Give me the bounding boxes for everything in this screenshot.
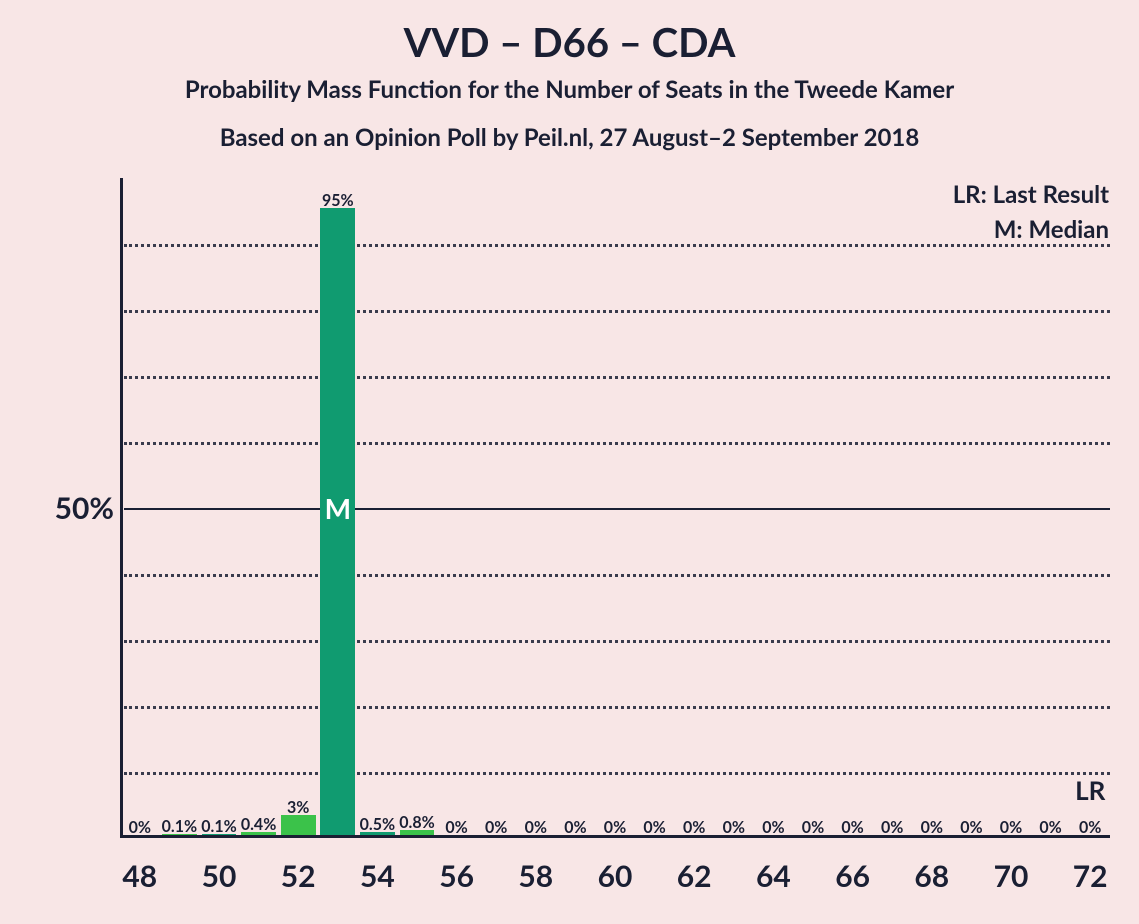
chart-subtitle-2: Based on an Opinion Poll by Peil.nl, 27 …: [0, 123, 1139, 152]
chart-subtitle-1: Probability Mass Function for the Number…: [0, 75, 1139, 104]
bar-value-label: 0%: [129, 818, 151, 837]
bar-value-label: 0%: [881, 818, 903, 837]
bar-value-label: 0%: [564, 818, 586, 837]
bar-value-label: 0%: [445, 818, 467, 837]
bar-value-label: 0%: [1079, 818, 1101, 837]
bar-value-label: 95%: [322, 191, 354, 210]
gridline: [124, 640, 1110, 643]
bar: [281, 815, 316, 835]
gridline: [124, 442, 1110, 445]
last-result-marker: LR: [1075, 774, 1105, 806]
median-marker: M: [325, 491, 351, 525]
x-tick-label: 68: [914, 858, 949, 894]
bar-value-label: 3%: [287, 798, 309, 817]
bar-value-label: 0%: [762, 818, 784, 837]
x-tick-label: 56: [439, 858, 474, 894]
x-tick-label: 70: [994, 858, 1029, 894]
chart-title: VVD – D66 – CDA: [0, 18, 1139, 66]
bar-value-label: 0%: [683, 818, 705, 837]
gridline: [124, 376, 1110, 379]
bar-value-label: 0%: [485, 818, 507, 837]
bar-value-label: 0%: [604, 818, 626, 837]
bar-value-label: 0.1%: [162, 817, 197, 836]
x-tick-label: 66: [835, 858, 870, 894]
x-tick-label: 58: [518, 858, 553, 894]
x-tick-label: 64: [756, 858, 791, 894]
bar-value-label: 0%: [960, 818, 982, 837]
y-axis: [120, 178, 123, 838]
bar-value-label: 0%: [723, 818, 745, 837]
x-tick-label: 54: [360, 858, 395, 894]
bar-value-label: 0%: [1000, 818, 1022, 837]
gridline: [124, 310, 1110, 313]
bar-value-label: 0%: [643, 818, 665, 837]
gridline-major: [124, 508, 1110, 510]
x-tick-label: 60: [598, 858, 633, 894]
y-tick-label: 50%: [55, 490, 114, 526]
bar-value-label: 0.8%: [399, 813, 434, 832]
gridline: [124, 244, 1110, 247]
bar-value-label: 0.1%: [201, 817, 236, 836]
gridline: [124, 574, 1110, 577]
bar-value-label: 0%: [841, 818, 863, 837]
x-tick-label: 52: [281, 858, 316, 894]
bar-value-label: 0.5%: [360, 815, 395, 834]
x-tick-label: 72: [1073, 858, 1108, 894]
gridline: [124, 706, 1110, 709]
bar-value-label: 0.4%: [241, 815, 276, 834]
bar-value-label: 0%: [1039, 818, 1061, 837]
bar-value-label: 0%: [921, 818, 943, 837]
bar-value-label: 0%: [525, 818, 547, 837]
x-tick-label: 48: [122, 858, 157, 894]
x-tick-label: 62: [677, 858, 712, 894]
bar-value-label: 0%: [802, 818, 824, 837]
plot-area: [120, 178, 1110, 838]
x-tick-label: 50: [202, 858, 237, 894]
gridline: [124, 772, 1110, 775]
